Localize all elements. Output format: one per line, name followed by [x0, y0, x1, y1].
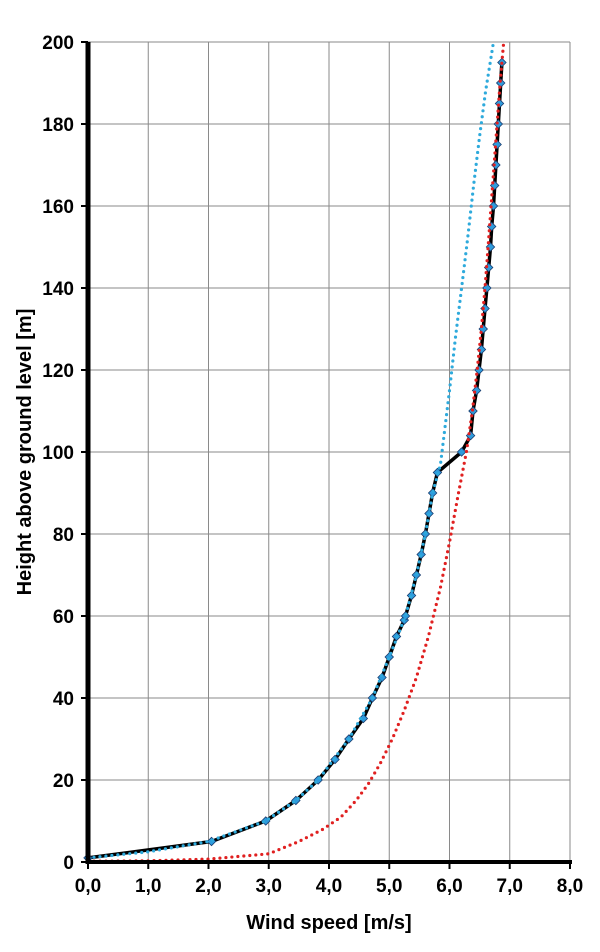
x-tick-label: 2,0 — [195, 876, 221, 897]
series-1-diamond-marker — [456, 447, 467, 457]
y-tick-labels: 0 20 40 60 80 100 120 140 160 180 200 — [42, 33, 74, 874]
x-tick-label: 7,0 — [497, 876, 523, 897]
y-tick-label: 200 — [42, 33, 74, 54]
x-tick-label: 6,0 — [436, 876, 462, 897]
x-axis-title: Wind speed [m/s] — [246, 912, 411, 934]
y-tick-label: 40 — [53, 689, 74, 710]
y-tick-label: 160 — [42, 197, 74, 218]
series-1-diamond-marker — [491, 160, 501, 170]
axes — [81, 41, 572, 869]
y-tick-label: 0 — [63, 853, 74, 874]
y-tick-label: 120 — [42, 361, 74, 382]
x-tick-label: 0,0 — [75, 876, 101, 897]
series-1-line — [87, 62, 504, 860]
y-tick-label: 180 — [42, 115, 74, 136]
y-tick-label: 100 — [42, 443, 74, 464]
series-1-diamond-marker — [406, 590, 417, 601]
series-1-diamond-marker — [471, 385, 482, 396]
plot-frame — [88, 41, 571, 862]
series-3-dotted-line — [86, 40, 506, 863]
y-axis-title: Height above ground level [m] — [14, 309, 36, 596]
x-tick-label: 8,0 — [557, 876, 583, 897]
series-1-diamond-marker — [485, 242, 496, 252]
y-tick-label: 140 — [42, 279, 74, 300]
y-tick-label: 20 — [53, 771, 74, 792]
x-tick-label: 3,0 — [256, 876, 282, 897]
series-1-diamond-marker — [488, 201, 499, 211]
x-tick-label: 1,0 — [135, 876, 161, 897]
series-layer — [83, 40, 507, 863]
series-2-dotted-line — [86, 40, 496, 860]
x-tick-labels: 0,0 1,0 2,0 3,0 4,0 5,0 6,0 7,0 8,0 — [75, 876, 583, 897]
series-1-diamond-marker — [480, 303, 490, 314]
x-tick-label: 5,0 — [376, 876, 402, 897]
y-tick-label: 80 — [53, 525, 74, 546]
series-1-diamond-marker — [492, 139, 502, 150]
x-tick-label: 4,0 — [316, 876, 342, 897]
y-tick-label: 60 — [53, 607, 74, 628]
